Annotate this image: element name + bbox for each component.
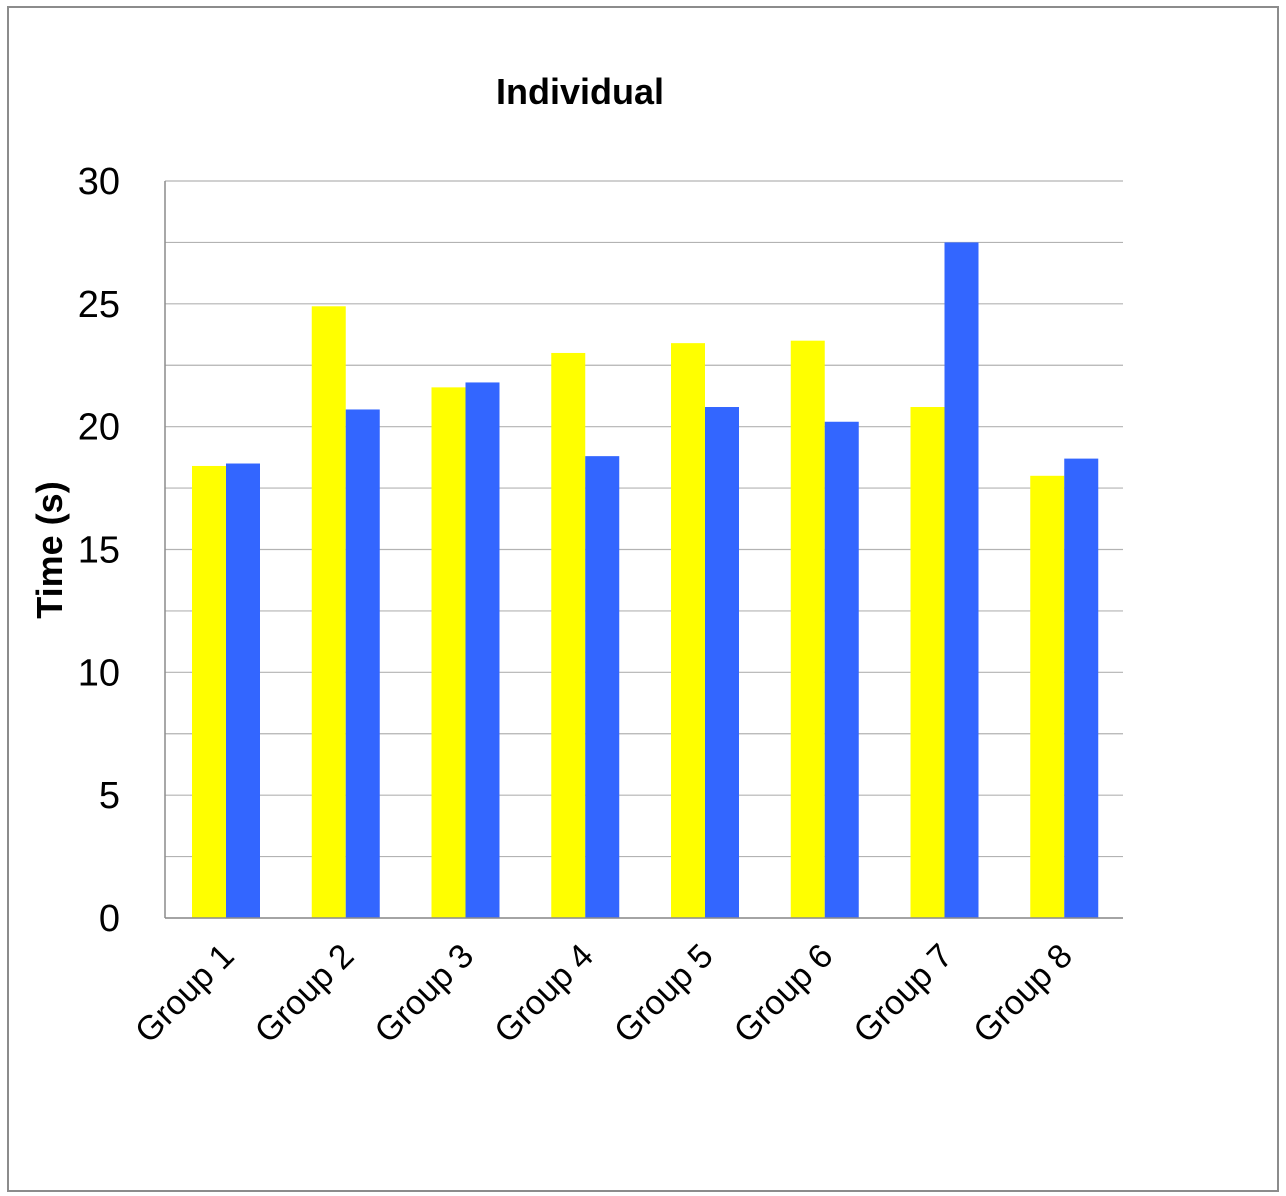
axes xyxy=(164,181,1123,919)
bar-series2-group-8 xyxy=(1064,458,1099,918)
bar-series1-group-1 xyxy=(192,465,226,918)
x-tick-label-group-2: Group 2 xyxy=(248,937,362,1051)
x-tick-label-group-5: Group 5 xyxy=(607,937,721,1051)
bar-series2-group-7 xyxy=(944,242,979,918)
y-tick-label: 0 xyxy=(99,898,120,940)
x-tick-label-group-3: Group 3 xyxy=(367,937,481,1051)
grid-lines xyxy=(165,180,1123,919)
bar-series2-group-3 xyxy=(465,382,500,918)
chart-title: Individual xyxy=(496,71,664,112)
bar-series1-group-4 xyxy=(551,352,586,918)
y-tick-labels: 0 5 10 15 20 25 30 xyxy=(78,161,120,940)
y-tick-label: 5 xyxy=(99,775,120,817)
bar-series1-group-2 xyxy=(311,306,346,918)
x-tick-label-group-8: Group 8 xyxy=(966,937,1080,1051)
x-tick-label-group-1: Group 1 xyxy=(128,937,242,1051)
y-axis-label: Time (s) xyxy=(29,481,70,618)
x-tick-labels: Group 1 Group 2 Group 3 Group 4 Group 5 Group… xyxy=(128,937,1080,1051)
x-tick-label-group-7: Group 7 xyxy=(846,937,960,1051)
x-tick-label-group-6: Group 6 xyxy=(727,937,841,1051)
bar-series1-group-3 xyxy=(431,387,466,918)
y-tick-label: 20 xyxy=(78,407,120,449)
bar-series1-group-7 xyxy=(910,407,945,918)
bar-series2-group-2 xyxy=(345,409,380,918)
bar-series2-group-6 xyxy=(824,421,859,918)
bar-series2-group-5 xyxy=(705,407,739,918)
y-tick-label: 10 xyxy=(78,652,120,694)
bar-series1-group-5 xyxy=(671,343,705,918)
x-tick-label-group-4: Group 4 xyxy=(487,937,601,1051)
bar-series1-group-6 xyxy=(790,340,825,918)
y-tick-label: 30 xyxy=(78,161,120,203)
bars xyxy=(192,242,1099,918)
y-tick-label: 25 xyxy=(78,284,120,326)
bar-series1-group-8 xyxy=(1030,475,1065,918)
y-tick-label: 15 xyxy=(78,530,120,572)
bar-series2-group-4 xyxy=(585,456,620,918)
bar-series2-group-1 xyxy=(226,463,260,918)
